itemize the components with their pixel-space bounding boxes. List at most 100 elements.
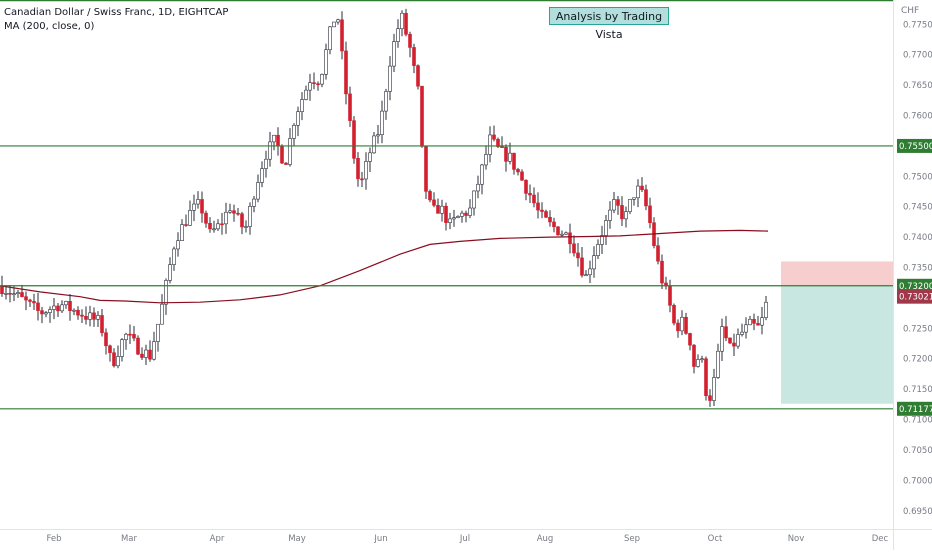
- candle-up: [296, 111, 300, 126]
- candle-up: [260, 168, 264, 183]
- candle-up: [328, 26, 332, 51]
- x-tick-label: Oct: [708, 534, 723, 544]
- candle-up: [712, 377, 716, 401]
- candle-down: [688, 333, 692, 346]
- candle-up: [600, 235, 604, 245]
- candle-down: [312, 82, 316, 84]
- candle-up: [156, 323, 160, 342]
- candle-up: [396, 28, 400, 42]
- candle-down: [500, 146, 504, 148]
- candle-up: [264, 158, 268, 169]
- candle-down: [100, 315, 104, 333]
- candle-up: [608, 209, 612, 221]
- candle-down: [108, 345, 112, 353]
- candle-up: [468, 207, 472, 216]
- candle-up: [72, 309, 76, 312]
- candle-down: [236, 212, 240, 215]
- candle-up: [400, 12, 404, 30]
- candle-down: [284, 162, 288, 165]
- candle-down: [756, 323, 760, 326]
- symbol-title[interactable]: Canadian Dollar / Swiss Franc, 1D, EIGHT…: [4, 7, 229, 18]
- candle-up: [440, 205, 444, 214]
- candle-up: [300, 99, 304, 112]
- analysis-label: Analysis by Trading Vista: [549, 7, 669, 41]
- candle-down: [428, 191, 432, 201]
- candle-down: [408, 34, 412, 48]
- candle-down: [416, 65, 420, 87]
- candle-up: [736, 334, 740, 347]
- candle-down: [620, 205, 624, 220]
- level-price-label: 0.73200: [899, 282, 932, 292]
- candle-up: [508, 152, 512, 162]
- candle-up: [472, 190, 476, 209]
- candle-down: [436, 205, 440, 214]
- chart-legend: Canadian Dollar / Swiss Franc, 1D, EIGHT…: [4, 6, 228, 34]
- candle-up: [292, 124, 296, 139]
- x-tick-label: Dec: [872, 534, 889, 544]
- candle-down: [552, 221, 556, 228]
- candle-up: [628, 198, 632, 212]
- candle-down: [432, 199, 436, 206]
- candle-down: [36, 302, 40, 311]
- candle-down: [404, 12, 408, 35]
- candle-up: [120, 339, 124, 357]
- candle-up: [612, 199, 616, 211]
- candle-down: [344, 50, 348, 95]
- candle-up: [716, 350, 720, 378]
- candle-down: [708, 395, 712, 401]
- candle-down: [420, 85, 424, 147]
- candle-down: [656, 245, 660, 262]
- candle-up: [12, 293, 16, 296]
- candle-down: [240, 213, 244, 228]
- x-tick-label: May: [288, 534, 306, 544]
- level-price-badge: [897, 401, 932, 416]
- level-price-label: 0.75500: [899, 142, 932, 152]
- x-tick-label: Apr: [210, 534, 225, 544]
- last-price-badge: [897, 289, 932, 304]
- candle-up: [288, 138, 292, 165]
- candle-up: [196, 199, 200, 205]
- candle-up: [384, 91, 388, 112]
- candle-down: [356, 158, 360, 180]
- candle-up: [332, 21, 336, 28]
- candle-down: [68, 300, 72, 311]
- candle-up: [460, 212, 464, 217]
- candle-up: [172, 248, 176, 265]
- candle-up: [596, 244, 600, 256]
- candle-down: [648, 205, 652, 224]
- candle-up: [592, 255, 596, 270]
- candle-down: [684, 316, 688, 334]
- candle-down: [204, 212, 208, 224]
- last-price-label: 0.73021: [899, 293, 932, 303]
- stop-zone: [781, 261, 893, 286]
- candle-up: [48, 309, 52, 313]
- candle-up: [368, 152, 372, 162]
- candle-up: [216, 223, 220, 230]
- candle-down: [704, 358, 708, 397]
- level-price-label: 0.71177: [899, 405, 932, 415]
- candle-down: [20, 292, 24, 297]
- x-tick-label: Feb: [46, 534, 61, 544]
- indicator-label[interactable]: MA (200, close, 0): [4, 21, 95, 32]
- candle-up: [124, 333, 128, 340]
- candle-down: [412, 47, 416, 66]
- candle-up: [748, 318, 752, 326]
- candle-down: [112, 352, 116, 367]
- candle-down: [0, 285, 4, 294]
- candle-up: [224, 211, 228, 225]
- candle-down: [424, 146, 428, 192]
- candle-up: [560, 233, 564, 236]
- candle-down: [140, 353, 144, 358]
- candle-down: [92, 312, 96, 320]
- candle-down: [352, 120, 356, 159]
- candle-up: [304, 89, 308, 100]
- x-tick-label: Jun: [373, 534, 387, 544]
